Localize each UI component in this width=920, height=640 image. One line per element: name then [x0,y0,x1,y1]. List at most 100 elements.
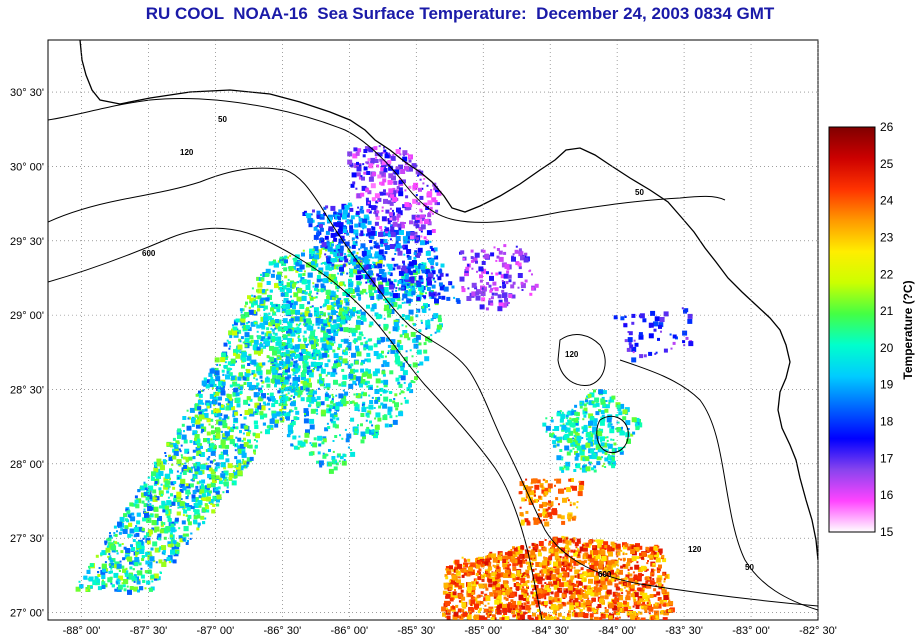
sst-pixel [313,390,317,395]
sst-pixel [201,428,205,432]
sst-pixel [421,269,426,274]
sst-pixel [548,581,553,586]
sst-pixel [303,281,307,285]
sst-pixel [360,230,364,234]
sst-pixel [223,342,228,347]
sst-pixel [170,471,173,474]
sst-pixel [387,200,392,205]
sst-pixel [401,245,405,249]
sst-pixel [407,337,411,341]
sst-pixel [162,505,166,509]
sst-pixel [285,343,288,346]
sst-pixel [227,463,233,469]
sst-pixel [569,449,573,453]
sst-pixel [395,189,400,194]
sst-pixel [360,246,362,249]
sst-pixel [629,566,633,570]
sst-pixel [427,280,432,286]
sst-pixel [368,289,373,293]
sst-pixel [323,206,327,210]
sst-pixel [351,374,357,380]
sst-pixel [253,439,256,441]
sst-pixel [383,317,386,320]
sst-pixel [390,339,396,345]
sst-pixel [239,372,243,377]
sst-pixel [610,456,615,461]
sst-pixel [352,327,358,333]
sst-pixel [512,253,515,256]
sst-pixel [377,174,382,179]
sst-pixel [329,250,334,255]
sst-pixel [416,349,422,355]
sst-pixel [148,485,154,491]
sst-pixel [366,161,370,165]
sst-pixel [498,250,503,255]
sst-pixel [105,547,111,553]
sst-pixel [434,280,437,283]
sst-pixel [209,401,213,405]
sst-pixel [387,297,393,303]
sst-pixel [545,417,548,420]
sst-pixel [285,349,290,354]
sst-pixel [368,176,374,182]
sst-pixel [555,437,560,442]
sst-pixel [353,269,358,274]
sst-pixel [187,540,189,542]
sst-pixel [590,416,595,420]
sst-pixel [196,489,200,493]
sst-pixel [206,491,211,496]
sst-pixel [593,452,596,455]
sst-pixel [354,407,359,411]
sst-pixel [381,370,386,375]
sst-pixel [143,535,147,539]
sst-pixel [321,441,325,445]
sst-pixel [583,585,588,590]
sst-pixel [613,442,617,446]
sst-pixel [314,263,319,268]
sst-pixel [415,224,420,229]
sst-pixel [389,207,392,210]
sst-pixel [378,353,383,358]
sst-pixel [411,285,414,288]
sst-pixel [285,367,290,373]
sst-pixel [401,282,405,286]
sst-pixel [612,438,615,441]
sst-pixel [534,554,537,557]
sst-pixel [173,551,179,557]
sst-pixel [310,213,313,216]
sst-pixel [101,579,104,582]
sst-pixel [116,550,119,552]
sst-pixel [287,386,292,391]
sst-pixel [332,319,337,324]
sst-pixel [180,444,183,447]
sst-pixel [222,433,227,438]
sst-pixel [198,504,202,508]
sst-pixel [229,476,232,480]
sst-pixel [591,467,594,471]
sst-pixel [301,252,305,257]
sst-pixel [211,410,216,415]
sst-pixel [249,398,253,402]
sst-pixel [502,292,508,298]
sst-pixel [405,350,408,353]
sst-pixel [329,290,334,296]
sst-pixel [387,271,391,275]
sst-pixel [193,519,198,524]
sst-pixel [561,456,564,459]
sst-pixel [412,362,418,368]
sst-pixel [75,586,81,592]
sst-pixel [411,291,416,296]
sst-pixel [490,288,494,292]
sst-pixel [386,308,392,314]
sst-pixel [336,453,341,458]
sst-pixel [383,168,388,173]
sst-pixel [343,310,348,314]
sst-pixel [326,344,331,349]
sst-pixel [368,284,374,290]
sst-pixel [592,403,597,408]
sst-pixel [181,520,186,525]
sst-pixel [194,414,198,418]
sst-pixel [166,514,171,519]
sst-pixel [126,585,129,588]
sst-pixel [139,485,145,491]
